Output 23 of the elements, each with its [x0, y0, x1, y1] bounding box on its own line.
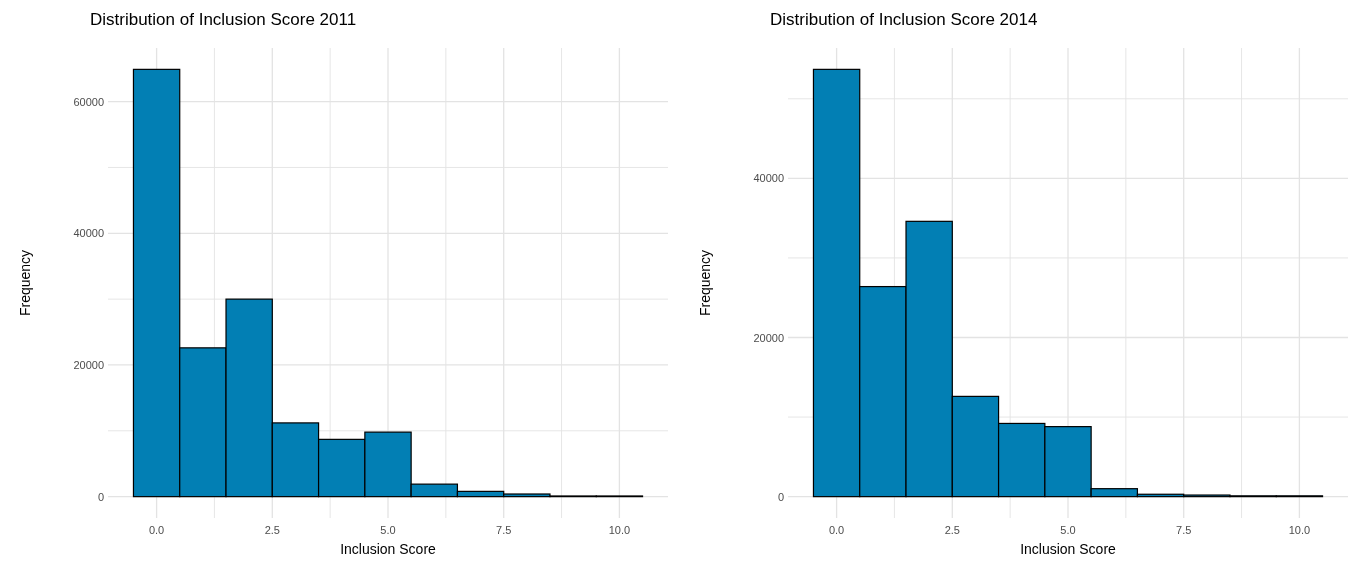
y-tick-label: 0: [777, 490, 784, 503]
x-tick-label: 10.0: [608, 524, 631, 536]
x-tick-label: 2.5: [944, 524, 960, 536]
chart-title: Distribution of Inclusion Score 2014: [770, 10, 1038, 29]
y-tick-label: 20000: [73, 358, 104, 371]
y-axis-title: Frequency: [17, 249, 33, 317]
y-tick-label: 40000: [73, 227, 104, 240]
x-tick-label: 5.0: [380, 524, 396, 536]
y-tick-label: 20000: [753, 331, 784, 344]
y-tick-label: 0: [97, 490, 104, 503]
x-tick-label: 0.0: [828, 524, 845, 536]
x-tick-label: 5.0: [1060, 524, 1076, 536]
x-axis-title: Inclusion Score: [340, 541, 437, 557]
x-tick-label: 2.5: [264, 524, 280, 536]
chart-title: Distribution of Inclusion Score 2011: [90, 10, 357, 29]
y-tick-label: 40000: [753, 172, 784, 185]
x-axis-title: Inclusion Score: [1020, 541, 1117, 557]
y-axis-title: Frequency: [697, 249, 713, 317]
x-tick-label: 10.0: [1288, 524, 1311, 536]
x-tick-label: 7.5: [496, 524, 512, 536]
y-tick-label: 60000: [73, 95, 104, 108]
x-tick-label: 0.0: [148, 524, 165, 536]
x-tick-label: 7.5: [1176, 524, 1192, 536]
